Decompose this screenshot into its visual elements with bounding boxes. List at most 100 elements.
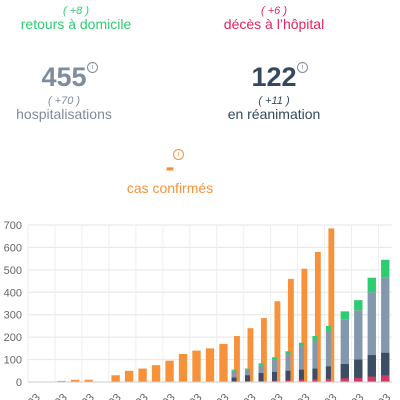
bar-recovered [325,325,331,332]
bar-hospitalised [312,340,318,382]
hosp-delta: ( +70 ) [47,95,81,107]
bar-icu [340,364,349,382]
bar-confirmed [124,370,134,382]
rea-delta: ( +11 ) [258,95,290,107]
cas-value: - [165,152,175,182]
rea-info-icon[interactable]: i [297,62,308,73]
bar-deaths [354,377,363,382]
bar-icu [298,369,304,382]
y-tick-label: 100 [4,355,22,367]
y-tick-label: 300 [4,310,22,322]
bar-confirmed [151,365,161,382]
bar-confirmed [261,318,267,382]
bar-confirmed [84,379,93,382]
bar-hospitalised [285,353,291,382]
bar-confirmed [192,350,201,382]
bar-confirmed [247,328,254,382]
bar-hospitalised [367,292,376,382]
bar-hospitalised [231,370,237,382]
y-tick-label: 500 [4,265,22,277]
bar-deaths [381,375,390,382]
x-tick-label: 03 [268,392,285,400]
x-tick-label: 03 [107,392,124,400]
bar-recovered [312,336,318,341]
bar-icu [325,366,331,382]
bar-confirmed [178,353,188,382]
bar-icu [312,368,318,382]
rea-value: 122 [251,62,297,92]
bar-recovered [258,363,264,366]
x-tick-label: 03 [134,392,151,400]
rea-label: en réanimation [227,106,321,122]
bar-confirmed [71,379,80,382]
retours-delta: ( +8 ) [63,5,89,17]
retours-label: retours à domicile [20,16,132,32]
bar-icu [354,359,363,382]
bar-confirmed [165,360,174,382]
x-tick-label: 03 [349,392,366,400]
y-tick-label: 700 [4,220,22,232]
bar-icu [381,352,390,382]
x-tick-label: 03 [53,392,70,400]
bar-hospitalised [325,331,331,382]
bar-recovered [231,369,237,371]
bar-confirmed [301,268,308,382]
bar-recovered [271,357,277,360]
bar-hospitalised [271,359,277,382]
cas-info-icon[interactable]: i [173,149,184,160]
y-tick-label: 200 [4,332,22,344]
y-tick-label: 400 [4,287,22,299]
x-tick-label: 03 [187,392,204,400]
bar-hospitalised [381,277,390,382]
stacked-bar-chart: 0 100 200 300 400 500 600 700 03 03 03 03 03 03 03 03 03… [4,220,394,400]
bar-recovered [285,351,291,354]
bar-recovered [381,259,390,278]
bar-deaths [325,378,331,382]
deces-label: décès à l’hôpital [223,16,325,32]
bar-confirmed [57,380,66,382]
bar-icu [245,375,251,382]
bar-confirmed [274,301,281,382]
bar-deaths [340,378,349,382]
bar-icu [258,373,264,382]
bar-deaths [271,380,277,382]
bar-confirmed [138,368,147,382]
bar-deaths [367,376,376,382]
bar-recovered [354,300,363,311]
bar-deaths [298,379,304,382]
bar-icu [231,377,237,382]
bar-deaths [285,380,291,382]
x-tick-label: 03 [376,392,393,400]
bar-confirmed [314,251,321,382]
x-tick-label: 03 [161,392,178,400]
bar-confirmed [287,278,294,382]
y-tick-label: 600 [4,242,22,254]
x-tick-label: 03 [295,392,312,400]
bar-icu [285,370,291,382]
x-tick-label: 03 [214,392,231,400]
hosp-value: 455 [41,62,87,92]
bar-icu [271,371,277,382]
bar-confirmed [328,228,335,382]
bar-icu [367,355,376,382]
x-tick-label: 03 [241,392,258,400]
deces-delta: ( +6 ) [261,5,287,17]
bar-confirmed [234,336,240,382]
x-tick-label: 03 [80,392,97,400]
bar-recovered [340,311,349,320]
bar-confirmed [111,375,120,382]
bar-hospitalised [340,319,349,382]
bar-recovered [245,368,251,370]
bar-hospitalised [354,310,363,382]
x-tick-label: 03 [26,392,43,400]
bar-deaths [312,379,318,382]
y-tick-label: 0 [16,377,22,389]
cas-label: cas confirmés [126,180,214,196]
x-tick-label: 03 [322,392,339,400]
bar-hospitalised [298,346,304,382]
hosp-info-icon[interactable]: i [87,62,98,73]
hosp-label: hospitalisations [16,106,112,122]
bar-recovered [367,277,376,293]
bar-confirmed [219,343,228,382]
bar-recovered [298,342,304,347]
